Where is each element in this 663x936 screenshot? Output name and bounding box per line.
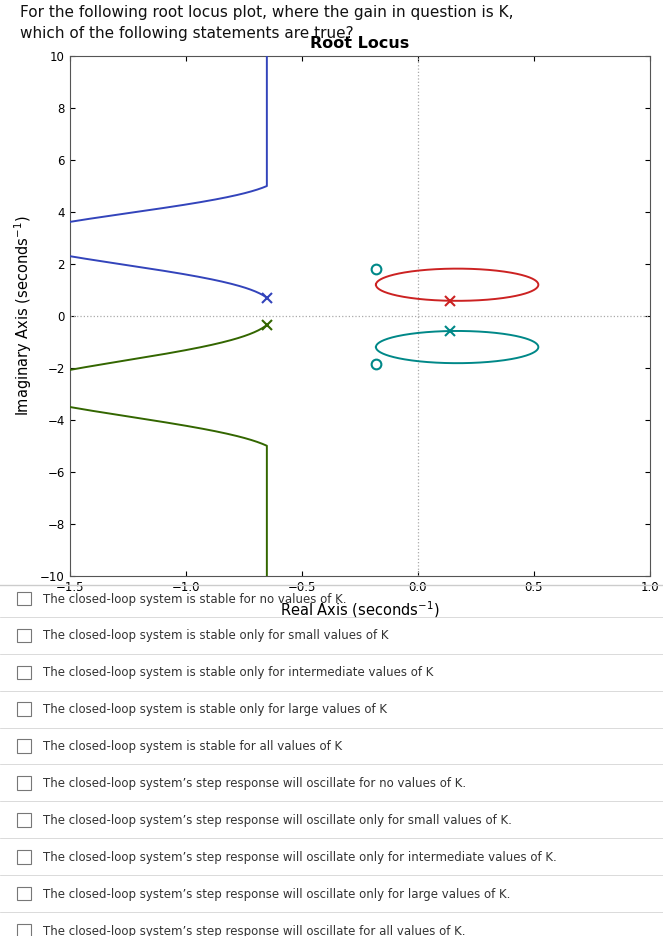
X-axis label: Real Axis (seconds$^{-1}$): Real Axis (seconds$^{-1}$) — [280, 599, 440, 620]
Text: The closed-loop system’s step response will oscillate for no values of K.: The closed-loop system’s step response w… — [43, 777, 466, 790]
Text: The closed-loop system is stable only for intermediate values of K: The closed-loop system is stable only fo… — [43, 666, 434, 680]
Text: which of the following statements are true?: which of the following statements are tr… — [20, 26, 353, 41]
Text: The closed-loop system’s step response will oscillate only for intermediate valu: The closed-loop system’s step response w… — [43, 851, 557, 864]
Text: The closed-loop system’s step response will oscillate only for large values of K: The closed-loop system’s step response w… — [43, 888, 511, 900]
Text: The closed-loop system is stable for all values of K: The closed-loop system is stable for all… — [43, 740, 342, 753]
Text: The closed-loop system’s step response will oscillate for all values of K.: The closed-loop system’s step response w… — [43, 925, 465, 936]
Text: The closed-loop system is stable only for large values of K: The closed-loop system is stable only fo… — [43, 703, 387, 716]
Text: The closed-loop system’s step response will oscillate only for small values of K: The closed-loop system’s step response w… — [43, 814, 512, 827]
Title: Root Locus: Root Locus — [310, 36, 409, 51]
Y-axis label: Imaginary Axis (seconds$^{-1}$): Imaginary Axis (seconds$^{-1}$) — [13, 215, 34, 417]
Text: For the following root locus plot, where the gain in question is K,: For the following root locus plot, where… — [20, 5, 513, 20]
Text: The closed-loop system is stable only for small values of K: The closed-loop system is stable only fo… — [43, 629, 389, 642]
Text: The closed-loop system is stable for no values of K.: The closed-loop system is stable for no … — [43, 592, 347, 606]
